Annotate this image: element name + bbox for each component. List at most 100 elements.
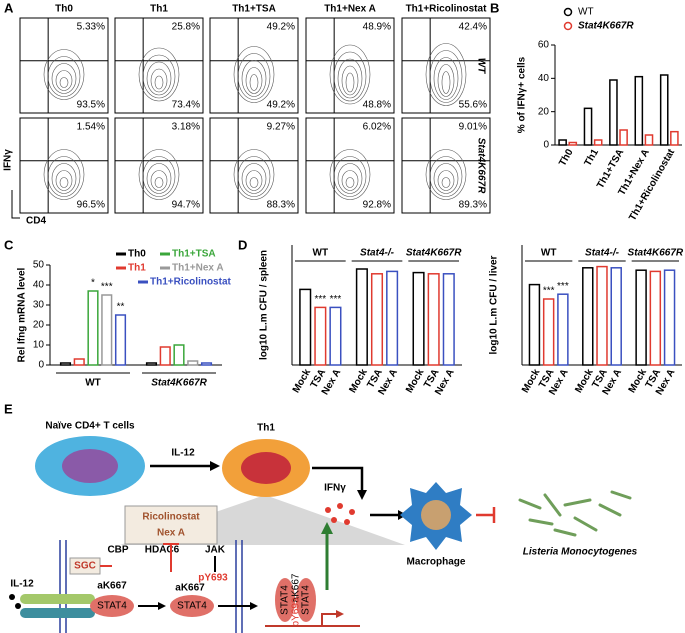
bar <box>442 273 455 366</box>
y-tick-label: 10 <box>33 340 45 351</box>
contour <box>245 67 263 94</box>
label: Th1 <box>257 423 275 434</box>
bar <box>635 269 647 366</box>
receptor <box>20 594 95 604</box>
arrow-head <box>158 602 166 610</box>
group-label: WT <box>313 248 329 259</box>
contour <box>333 156 367 197</box>
column-header: Th1+TSA <box>232 4 276 15</box>
contour <box>437 64 455 97</box>
contour <box>249 177 259 188</box>
cytokine <box>325 503 355 525</box>
bar <box>670 130 679 146</box>
y-tick-label: 50 <box>33 260 45 271</box>
nucleus <box>421 500 451 530</box>
label: STAT4 <box>177 601 207 612</box>
column-header: Th1 <box>150 4 168 15</box>
bar <box>427 273 440 366</box>
plot-frame <box>114 17 204 114</box>
percent: 48.9% <box>363 22 391 33</box>
label: aK667 <box>175 583 205 594</box>
y-tick-label: 40 <box>33 280 45 291</box>
label: SGC <box>74 561 96 572</box>
contour <box>142 156 176 197</box>
x-tick-label: WT <box>85 378 101 389</box>
bar <box>386 270 399 366</box>
y-tick-label: 60 <box>538 40 550 51</box>
plot-frame <box>19 117 109 214</box>
bar <box>528 283 541 366</box>
contour <box>138 149 180 200</box>
bar <box>355 268 368 366</box>
percent: 93.5% <box>77 100 105 111</box>
contour <box>138 47 180 102</box>
bar <box>619 129 628 146</box>
x-tick-label: Stat4K667R <box>151 378 207 389</box>
contour <box>241 163 267 194</box>
contour <box>43 149 85 200</box>
percent: 42.4% <box>459 22 487 33</box>
percent: 96.5% <box>77 200 105 211</box>
contour <box>233 46 275 103</box>
legend-label: WT <box>578 7 594 18</box>
bar <box>596 265 608 366</box>
contour <box>142 54 176 99</box>
contour <box>433 163 459 194</box>
contour <box>51 63 77 94</box>
axis-label: CD4 <box>26 216 46 227</box>
axis-label: IFNγ <box>3 149 14 171</box>
annotation: *** <box>314 294 326 305</box>
percent: 49.2% <box>267 100 295 111</box>
bar <box>644 134 654 146</box>
legend-label: Th1 <box>128 263 146 274</box>
bar <box>187 360 199 366</box>
bar <box>101 294 113 366</box>
contour <box>55 170 73 191</box>
bar <box>610 267 622 366</box>
arrow-head <box>210 461 220 471</box>
annotation: * <box>91 278 95 289</box>
bar <box>593 139 603 146</box>
contour <box>154 75 164 90</box>
bar <box>314 306 327 366</box>
panel-label: A <box>4 0 14 15</box>
column-header: Th0 <box>55 4 73 15</box>
panel-label: C <box>4 237 14 252</box>
arrow-head <box>357 490 367 500</box>
y-tick-label: 0 <box>543 140 549 151</box>
bar <box>659 74 669 146</box>
percent: 9.27% <box>267 122 295 133</box>
percent: 1.54% <box>77 122 105 133</box>
contour <box>441 177 451 188</box>
bar <box>200 362 213 366</box>
contour <box>429 50 463 103</box>
percent: 89.3% <box>459 200 487 211</box>
bar <box>329 306 342 366</box>
contour <box>245 170 263 191</box>
bacteria <box>518 490 632 537</box>
bar <box>663 269 676 366</box>
nucleus <box>62 449 118 483</box>
protein <box>275 578 295 622</box>
arrow-head <box>250 602 258 610</box>
row-label: Stat4K667R <box>475 138 486 194</box>
bar <box>557 293 569 366</box>
contour <box>47 56 81 97</box>
contour <box>337 58 363 99</box>
percent: 5.33% <box>77 22 105 33</box>
contour <box>425 149 467 200</box>
percent: 6.02% <box>363 122 391 133</box>
x-tick-label: Th0 <box>557 147 576 168</box>
contour <box>341 170 359 191</box>
protein <box>90 595 134 617</box>
label: STAT4 <box>301 585 312 615</box>
x-tick-label: Th1+Ricolinostat <box>627 147 677 223</box>
contour <box>150 68 168 93</box>
group-label: Stat4K667R <box>628 248 684 259</box>
plot-frame <box>209 117 299 214</box>
plot-frame <box>114 117 204 214</box>
contour <box>241 60 267 97</box>
contour <box>146 163 172 194</box>
plot-frame <box>401 17 491 114</box>
ligand <box>15 603 21 609</box>
